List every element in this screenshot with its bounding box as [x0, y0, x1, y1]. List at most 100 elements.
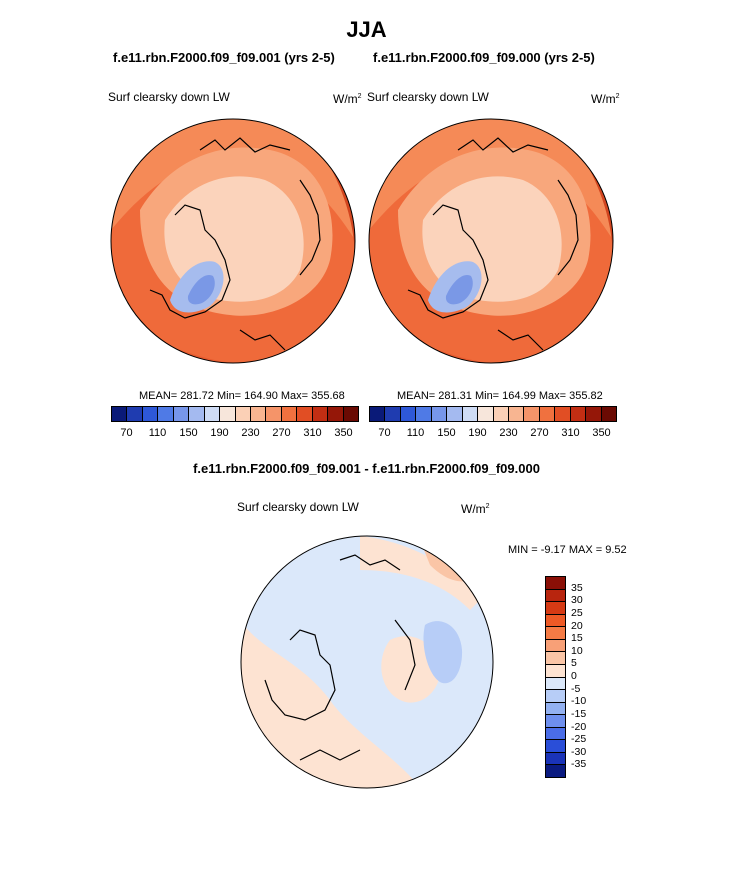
colorbar-cell [492, 407, 508, 421]
colorbar-tick-label: 5 [571, 657, 577, 670]
colorbar-tick-label: 350 [592, 427, 611, 439]
colorbar-cell [546, 714, 565, 727]
colorbar-tick-label: 270 [530, 427, 549, 439]
colorbar-cell [219, 407, 235, 421]
colorbar-tick-label: -25 [571, 733, 587, 746]
colorbar-cell [415, 407, 431, 421]
colorbar-cell [188, 407, 204, 421]
colorbar-tick-label: 30 [571, 594, 583, 607]
colorbar-cell [546, 739, 565, 752]
colorbar-cell [112, 407, 127, 421]
panel-right-field-label: Surf clearsky down LW [367, 90, 489, 104]
colorbar-cell [141, 407, 158, 421]
colorbar-cell [370, 407, 385, 421]
colorbar-tick-label: 70 [120, 427, 133, 439]
colorbar-right-cells [369, 406, 617, 422]
colorbar-tick-label: 25 [571, 606, 583, 619]
colorbar-cell [327, 407, 343, 421]
colorbar-cell [126, 407, 142, 421]
colorbar-tick-label: 270 [272, 427, 291, 439]
colorbar-cell [446, 407, 462, 421]
colorbar-cell [265, 407, 281, 421]
colorbar-tick-label: -35 [571, 758, 587, 771]
colorbar-left: 70 110 150 190 230 270 310 350 [111, 406, 359, 439]
panel-left-field-label: Surf clearsky down LW [108, 90, 230, 104]
colorbar-cell [546, 638, 565, 652]
season-title: JJA [346, 17, 387, 42]
colorbar-cell [296, 407, 312, 421]
colorbar-cell [546, 588, 565, 602]
colorbar-cell [399, 407, 416, 421]
colorbar-difference: 35 30 25 20 15 10 5 0 -5 -10 -15 -20 -25 -30 -35 [545, 576, 586, 778]
colorbar-cell [546, 613, 565, 627]
difference-field-label: Surf clearsky down LW [237, 500, 359, 514]
colorbar-cell [546, 701, 565, 715]
colorbar-cell [384, 407, 400, 421]
colorbar-cell [546, 726, 565, 740]
colorbar-tick-label: 35 [571, 581, 583, 594]
panel-left-case-label: f.e11.rbn.F2000.f09_f09.001 (yrs 2-5) [113, 50, 335, 65]
colorbar-cell [600, 407, 616, 421]
colorbar-cell [546, 626, 565, 639]
colorbar-difference-ticks: 35 30 25 20 15 10 5 0 -5 -10 -15 -20 -25 -30 -35 [571, 576, 611, 778]
colorbar-cell [461, 407, 478, 421]
colorbar-cell [477, 407, 493, 421]
panel-right-units: W/m2 [591, 92, 620, 106]
colorbar-tick-label: 150 [179, 427, 198, 439]
colorbar-cell [546, 651, 565, 664]
panel-right-stats: MEAN= 281.31 Min= 164.99 Max= 355.82 [397, 390, 603, 402]
colorbar-cell [430, 407, 447, 421]
panel-left-units: W/m2 [333, 92, 362, 106]
colorbar-cell [546, 751, 565, 765]
colorbar-tick-label: 20 [571, 619, 583, 632]
colorbar-cell [546, 577, 565, 589]
colorbar-cell [546, 676, 565, 690]
colorbar-tick-label: 190 [210, 427, 229, 439]
colorbar-tick-label: 230 [499, 427, 518, 439]
colorbar-cell [554, 407, 570, 421]
colorbar-cell [538, 407, 555, 421]
colorbar-tick-label: 230 [241, 427, 260, 439]
colorbar-tick-label: 10 [571, 644, 583, 657]
colorbar-cell [203, 407, 220, 421]
colorbar-cell [507, 407, 524, 421]
colorbar-right: 70 110 150 190 230 270 310 350 [369, 406, 617, 439]
colorbar-tick-label: 110 [406, 427, 425, 439]
colorbar-tick-label: 350 [334, 427, 353, 439]
colorbar-right-ticks: 70 110 150 190 230 270 310 350 [369, 427, 617, 441]
difference-units: W/m2 [461, 502, 490, 516]
colorbar-cell [234, 407, 250, 421]
colorbar-tick-label: -30 [571, 745, 587, 758]
colorbar-tick-label: 15 [571, 632, 583, 645]
panel-right-case-label: f.e11.rbn.F2000.f09_f09.000 (yrs 2-5) [373, 50, 595, 65]
colorbar-cell [546, 764, 565, 777]
colorbar-cell [311, 407, 328, 421]
colorbar-tick-label: -10 [571, 695, 587, 708]
colorbar-cell [546, 663, 565, 677]
colorbar-cell [523, 407, 539, 421]
difference-minmax: MIN = -9.17 MAX = 9.52 [508, 544, 627, 556]
colorbar-cell [172, 407, 189, 421]
colorbar-tick-label: 150 [437, 427, 456, 439]
colorbar-cell [546, 689, 565, 702]
colorbar-cell [249, 407, 266, 421]
colorbar-tick-label: 70 [378, 427, 391, 439]
colorbar-tick-label: -5 [571, 682, 581, 695]
colorbar-difference-cells [545, 576, 566, 778]
colorbar-tick-label: 310 [303, 427, 322, 439]
difference-title: f.e11.rbn.F2000.f09_f09.001 - f.e11.rbn.… [193, 461, 540, 476]
map-left [111, 119, 355, 363]
panel-left-stats: MEAN= 281.72 Min= 164.90 Max= 355.68 [139, 390, 345, 402]
colorbar-left-ticks: 70 110 150 190 230 270 310 350 [111, 427, 359, 441]
colorbar-cell [585, 407, 601, 421]
colorbar-tick-label: 110 [148, 427, 167, 439]
colorbar-cell [569, 407, 586, 421]
colorbar-tick-label: 310 [561, 427, 580, 439]
colorbar-cell [157, 407, 173, 421]
colorbar-cell [280, 407, 297, 421]
map-difference [241, 536, 493, 788]
colorbar-tick-label: -20 [571, 720, 587, 733]
colorbar-cell [342, 407, 358, 421]
colorbar-tick-label: 0 [571, 670, 577, 682]
